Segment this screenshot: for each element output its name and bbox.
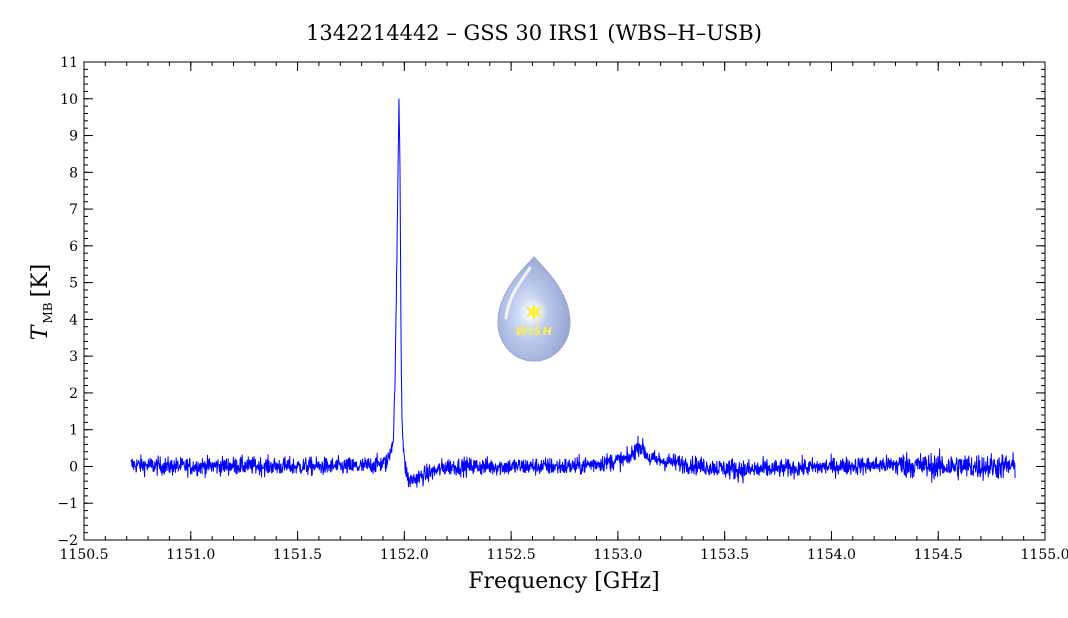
y-tick-label: −1 (57, 496, 78, 512)
y-tick-label: 11 (60, 55, 78, 71)
x-tick-label: 1151.5 (273, 547, 322, 563)
y-tick-label: −2 (57, 533, 78, 549)
y-tick-label: 8 (69, 165, 78, 181)
plot-frame (83, 61, 1046, 541)
star-icon (525, 302, 543, 322)
y-tick-label: 5 (69, 276, 78, 292)
wish-logo: WISH (497, 256, 571, 362)
y-axis-label: TMB [K] (28, 264, 55, 340)
y-axis-ticks: −2 −1 0 1 2 3 4 5 6 7 8 9 10 11 (57, 55, 1045, 549)
y-tick-label: 2 (69, 386, 78, 402)
y-tick-label: 0 (69, 459, 78, 475)
logo-text: WISH (515, 325, 552, 338)
y-tick-label: 4 (69, 312, 78, 328)
x-tick-label: 1154.5 (914, 547, 963, 563)
y-tick-label: 3 (69, 349, 78, 365)
x-tick-label: 1151.0 (166, 547, 215, 563)
x-axis-label: Frequency [GHz] (468, 569, 660, 594)
y-tick-label: 6 (69, 239, 78, 255)
y-tick-label: 10 (60, 92, 78, 108)
x-axis-ticks: 1150.5 1151.0 1151.5 1152.0 1152.5 1153.0 1153… (60, 62, 1068, 563)
y-tick-label: 1 (69, 423, 78, 439)
x-tick-label: 1153.5 (700, 547, 749, 563)
spectrum-line (130, 98, 1016, 488)
x-tick-label: 1154.0 (807, 547, 856, 563)
x-tick-label: 1150.5 (60, 547, 109, 563)
y-tick-label: 7 (69, 202, 78, 218)
y-tick-label: 9 (69, 129, 78, 145)
y-axis-label-symbol: T (28, 323, 53, 340)
svg-text:TMB[K]: TMB [K] (28, 264, 55, 340)
x-tick-label: 1153.0 (593, 547, 642, 563)
chart-title: 1342214442 – GSS 30 IRS1 (WBS–H–USB) (306, 21, 762, 45)
drop-highlight (504, 266, 532, 320)
x-tick-label: 1152.0 (380, 547, 429, 563)
y-axis-label-unit: [K] (28, 264, 53, 298)
y-axis-label-subscript: MB (41, 302, 55, 323)
x-tick-label: 1155.0 (1021, 547, 1068, 563)
spectrum-series (130, 98, 1016, 488)
x-tick-label: 1152.5 (487, 547, 536, 563)
